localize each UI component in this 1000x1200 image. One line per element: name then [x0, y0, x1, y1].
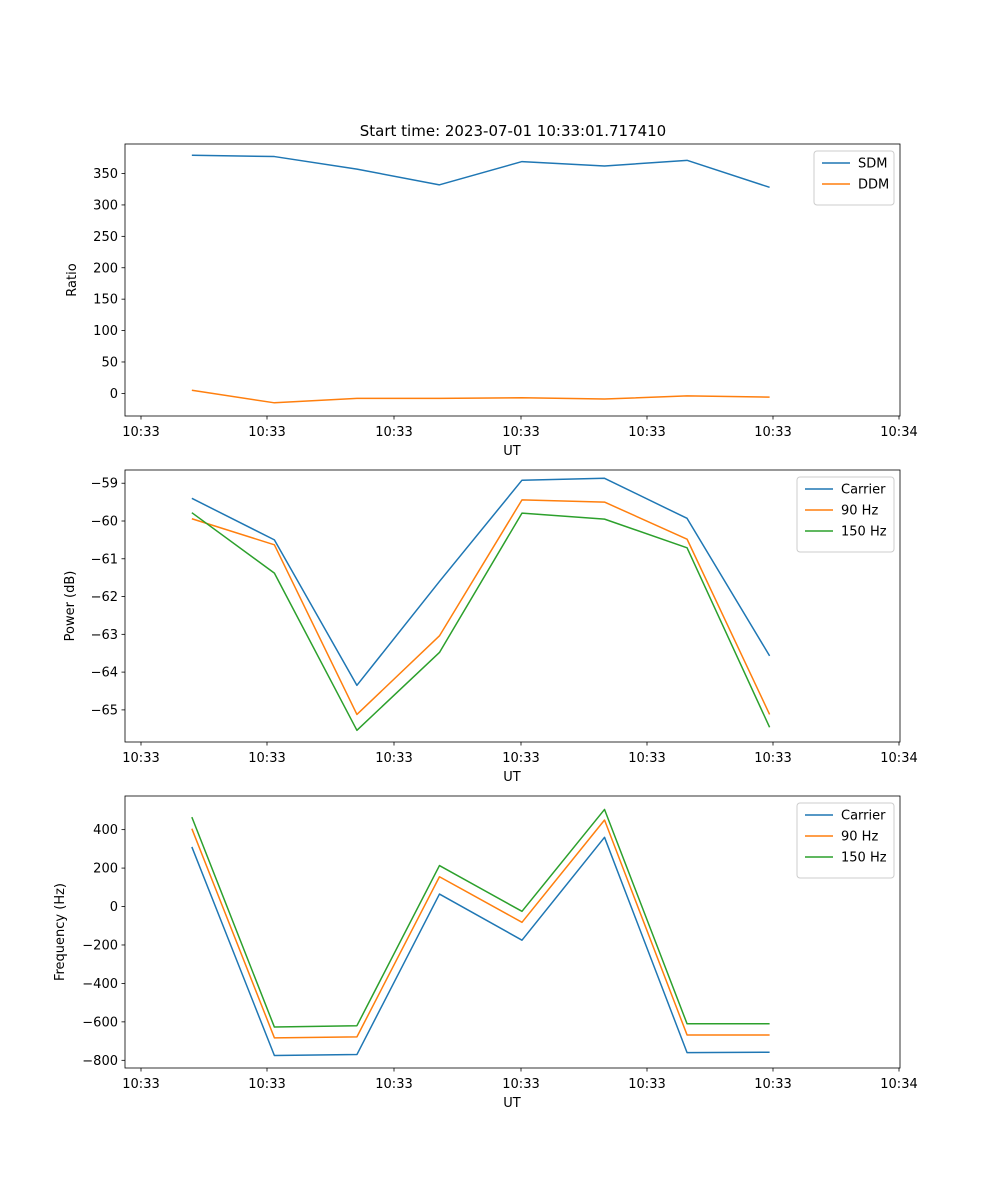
y-tick-label: 300 [93, 198, 118, 213]
legend-entry: 90 Hz [841, 830, 878, 845]
chart-panel-3: −800 −600 −400 −200 0 200 400 10:33 10:33 10:33 10… [53, 795, 918, 1111]
figure-title: Start time: 2023-07-01 10:33:01.717410 [360, 122, 666, 140]
legend-box [796, 476, 895, 553]
y-tick-label: −60 [91, 515, 118, 530]
axes-frame [124, 143, 901, 417]
x-tick-label: 10:33 [754, 425, 791, 440]
x-tick-label: 10:33 [628, 1077, 665, 1092]
legend-entry: 150 Hz [841, 851, 887, 866]
y-tick-label: 350 [93, 167, 118, 182]
x-axis-label: UT [503, 1096, 521, 1111]
x-tick-label: 10:33 [502, 1077, 539, 1092]
axes-frame [124, 469, 901, 743]
x-tick-label: 10:34 [880, 1077, 917, 1092]
chart-panel-2: −65 −64 −63 −62 −61 −60 −59 10:33 10:33 10:33 10:3… [63, 469, 918, 785]
y-tick-label: 0 [110, 900, 118, 915]
y-tick-label: 400 [93, 823, 118, 838]
series-line-carrier [191, 477, 771, 687]
legend-box [796, 802, 895, 879]
legend-entry: DDM [858, 178, 889, 193]
x-tick-label: 10:33 [122, 751, 159, 766]
y-tick-label: 100 [93, 324, 118, 339]
x-tick-label: 10:33 [754, 1077, 791, 1092]
series-line-sdm [191, 154, 770, 189]
y-tick-label: 200 [93, 261, 118, 276]
y-tick-label: 0 [110, 387, 118, 402]
axes-frame [124, 795, 901, 1069]
x-tick-label: 10:33 [375, 425, 412, 440]
chart-panel-1: 0 50 100 150 200 250 300 350 10:33 10:33 10:33 10:3… [65, 143, 918, 459]
y-tick-label: −400 [82, 977, 118, 992]
x-tick-label: 10:33 [122, 1077, 159, 1092]
x-axis-label: UT [503, 770, 521, 785]
legend-entry: SDM [858, 157, 887, 172]
x-tick-label: 10:34 [880, 751, 917, 766]
y-tick-label: 150 [93, 293, 118, 308]
series-line-ddm [191, 389, 770, 404]
y-tick-label: −59 [91, 477, 118, 492]
x-tick-label: 10:33 [502, 425, 539, 440]
y-tick-label: 250 [93, 230, 118, 245]
series-line-150-hz [191, 808, 770, 1028]
legend-entry: 150 Hz [841, 525, 887, 540]
y-axis-label: Frequency (Hz) [53, 883, 68, 981]
y-tick-label: −63 [91, 628, 118, 643]
y-tick-label: 50 [101, 355, 118, 370]
y-tick-label: −65 [91, 703, 118, 718]
x-tick-label: 10:33 [754, 751, 791, 766]
legend-entry: 90 Hz [841, 504, 878, 519]
x-tick-label: 10:33 [502, 751, 539, 766]
x-tick-label: 10:33 [375, 751, 412, 766]
series-line-150-hz [191, 512, 771, 732]
y-tick-label: −600 [82, 1015, 118, 1030]
y-axis-label: Ratio [65, 263, 80, 296]
series-line-90-hz [191, 499, 771, 716]
legend: Carrier 90 Hz 150 Hz [796, 476, 895, 553]
y-tick-label: −62 [91, 590, 118, 605]
x-tick-label: 10:33 [375, 1077, 412, 1092]
x-tick-label: 10:33 [628, 425, 665, 440]
legend-entry: Carrier [841, 483, 886, 498]
x-tick-label: 10:33 [248, 751, 285, 766]
legend-box [813, 150, 895, 206]
y-axis-label: Power (dB) [63, 571, 78, 642]
y-tick-label: 200 [93, 862, 118, 877]
x-axis-label: UT [503, 444, 521, 459]
x-tick-label: 10:33 [122, 425, 159, 440]
y-tick-label: −200 [82, 938, 118, 953]
x-tick-label: 10:33 [248, 425, 285, 440]
x-tick-label: 10:33 [248, 1077, 285, 1092]
y-tick-label: −61 [91, 552, 118, 567]
series-line-carrier [191, 836, 770, 1057]
x-tick-label: 10:33 [628, 751, 665, 766]
x-tick-label: 10:34 [880, 425, 917, 440]
legend: SDM DDM [813, 150, 895, 206]
series-line-90-hz [191, 819, 770, 1039]
y-tick-label: −800 [82, 1054, 118, 1069]
legend: Carrier 90 Hz 150 Hz [796, 802, 895, 879]
legend-entry: Carrier [841, 809, 886, 824]
y-tick-label: −64 [91, 666, 118, 681]
